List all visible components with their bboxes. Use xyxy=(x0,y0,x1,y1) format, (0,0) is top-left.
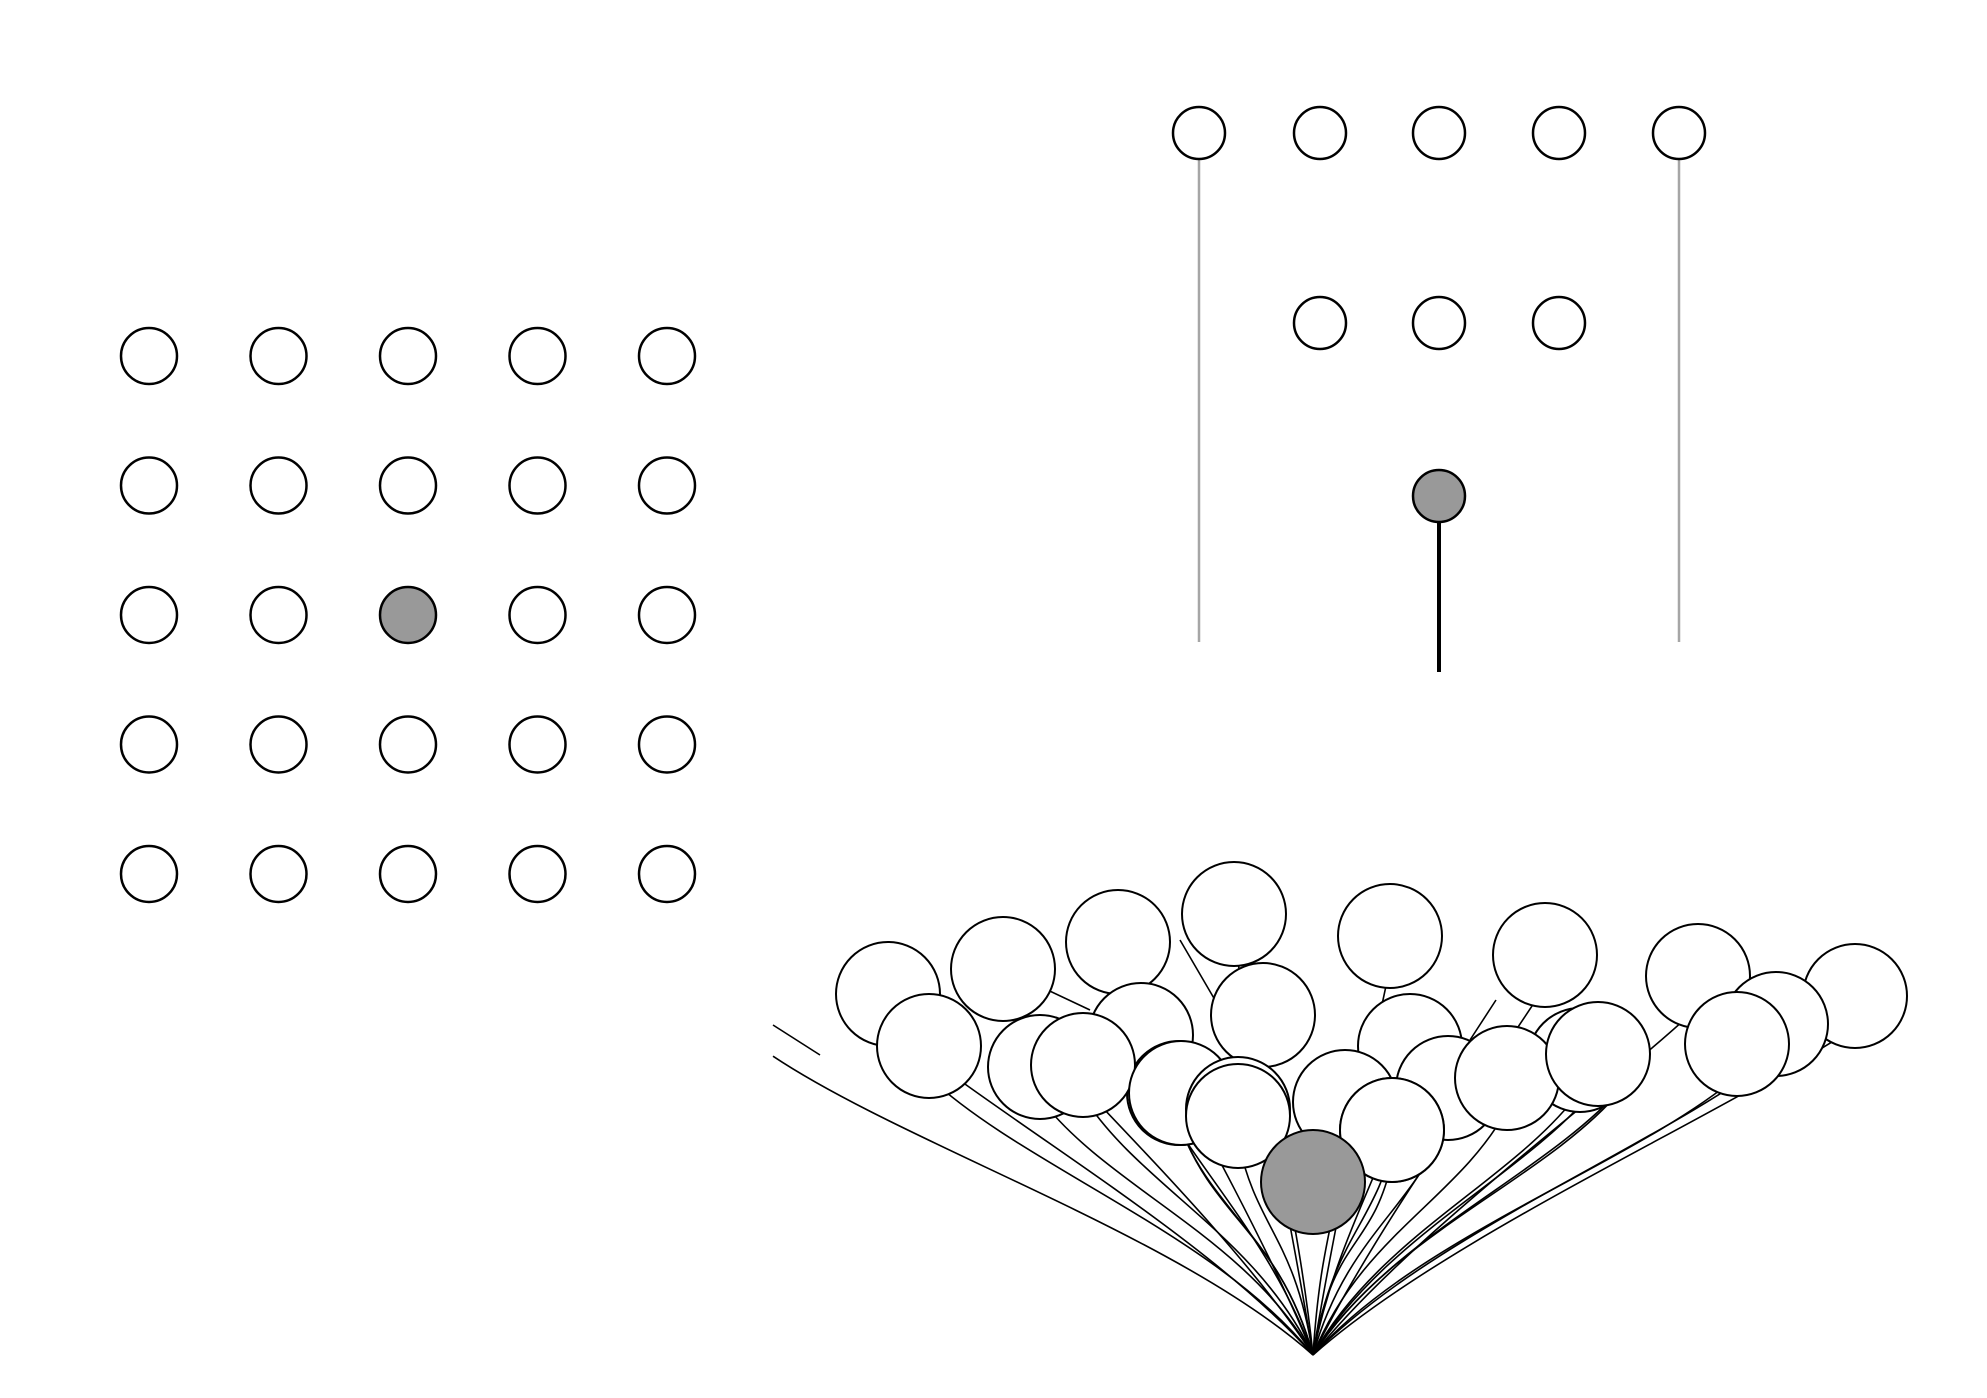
highlighted-node xyxy=(1411,468,1467,524)
grid-node xyxy=(249,715,308,774)
fan-node xyxy=(1030,1012,1136,1118)
grid-node xyxy=(508,715,567,774)
grid-node xyxy=(378,715,438,774)
grid-node xyxy=(637,715,697,774)
fan-node xyxy=(950,916,1056,1022)
fan-node xyxy=(1185,1063,1291,1169)
grid-node xyxy=(119,456,179,515)
fan-node xyxy=(1454,1025,1560,1131)
fan-node xyxy=(876,993,982,1099)
grid-node xyxy=(637,585,697,645)
grid-node xyxy=(508,585,567,645)
fan-node xyxy=(1684,991,1790,1097)
middle-row-node xyxy=(1531,295,1587,351)
middle-row-node xyxy=(1292,295,1348,351)
fan-node xyxy=(1545,1001,1651,1107)
fan-node xyxy=(1339,1077,1445,1183)
fan-edge xyxy=(1039,1097,1314,1356)
fan-edge xyxy=(1082,1095,1314,1356)
top-row-node xyxy=(1651,105,1707,161)
fan-edge xyxy=(1312,1090,1621,1356)
fan-node xyxy=(1210,962,1316,1068)
node-link xyxy=(772,1024,821,1056)
grid-node xyxy=(378,456,438,515)
grid-node xyxy=(249,585,308,645)
grid-node xyxy=(249,844,308,904)
fan-edge xyxy=(772,1055,1314,1356)
grid-node xyxy=(119,844,179,904)
fan-edge xyxy=(1312,1108,1508,1356)
grid-node xyxy=(508,326,567,386)
node-link xyxy=(1179,939,1216,1001)
fan-edge xyxy=(1312,1084,1599,1356)
top-row-node xyxy=(1171,105,1227,161)
grid-node xyxy=(119,326,179,386)
grid-node-highlighted xyxy=(378,585,438,645)
fan-node xyxy=(1337,883,1443,989)
fan-panel xyxy=(772,861,1908,1356)
top-row-node xyxy=(1531,105,1587,161)
fan-node xyxy=(1181,861,1287,967)
fan-node-highlighted xyxy=(1260,1129,1366,1235)
fan-edge xyxy=(1237,1140,1314,1356)
node-link xyxy=(1469,999,1497,1041)
grid-panel xyxy=(119,326,697,904)
grid-node xyxy=(119,715,179,774)
fan-node xyxy=(1492,902,1598,1008)
grid-node xyxy=(249,456,308,515)
grid-node xyxy=(119,585,179,645)
columns-panel xyxy=(1171,105,1707,672)
grid-node xyxy=(508,844,567,904)
grid-node xyxy=(637,456,697,515)
middle-row-node xyxy=(1411,295,1467,351)
top-row-node xyxy=(1411,105,1467,161)
grid-node xyxy=(637,326,697,386)
top-row-node xyxy=(1292,105,1348,161)
grid-node xyxy=(249,326,308,386)
grid-node xyxy=(508,456,567,515)
fan-edge xyxy=(1180,1127,1314,1356)
grid-node xyxy=(378,326,438,386)
grid-node xyxy=(378,844,438,904)
fan-edge xyxy=(928,1076,1314,1356)
grid-node xyxy=(637,844,697,904)
fan-node xyxy=(1065,889,1171,995)
fan-edge xyxy=(1312,1090,1581,1356)
fan-edge xyxy=(1312,1074,1740,1356)
